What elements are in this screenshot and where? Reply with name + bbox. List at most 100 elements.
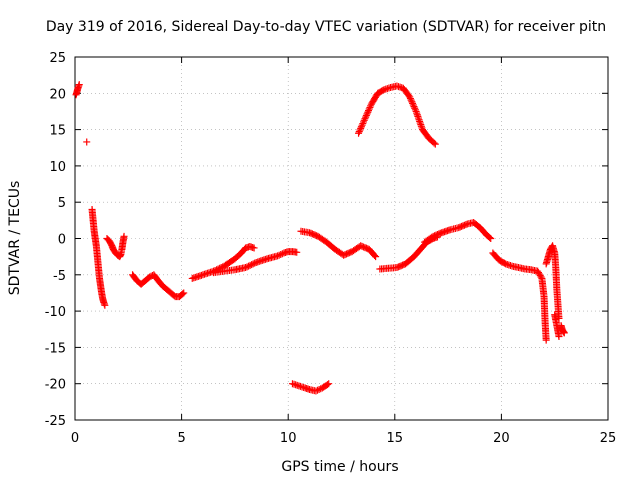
plot-frame [74,56,609,421]
data-point [355,129,363,137]
data-point [275,251,283,259]
data-point [360,118,368,126]
data-point [410,103,418,111]
data-point [242,264,250,272]
series-seg15 [551,311,563,341]
data-point [83,138,91,146]
data-point [314,386,322,394]
data-point [560,329,568,337]
data-point [409,99,417,107]
data-points [72,81,568,395]
series-seg4 [103,232,128,261]
series-seg7 [210,248,301,277]
series-seg16 [557,322,568,337]
data-point [278,250,286,258]
data-point [101,301,109,309]
y-tick-label: -20 [45,378,66,393]
data-point [277,250,285,258]
series-seg10 [355,82,439,148]
data-point [246,261,254,269]
data-point [431,140,439,148]
grid [75,57,608,420]
data-point [274,252,282,260]
data-point [407,96,415,104]
y-tick-label: 25 [49,51,66,66]
data-point [462,221,470,229]
data-point [537,273,545,281]
series-seg12 [421,219,495,246]
series-seg5 [129,271,188,301]
data-point [371,251,379,259]
data-point [367,102,375,110]
data-point [251,259,259,267]
x-tick-label: 0 [71,431,79,446]
data-point [364,108,372,116]
data-point [315,386,323,394]
data-point [245,262,253,270]
series-seg13 [489,249,550,344]
y-tick-label: 0 [58,233,66,248]
x-tick-label: 5 [177,431,185,446]
axis-ticks: 0 5 10 15 20 25 -25 -20 -15 -10 -5 0 5 10 15 20 25 [45,51,617,446]
series-seg1 [72,81,83,99]
data-point [362,113,370,121]
data-point [430,139,438,147]
series-seg3 [88,205,109,309]
data-point [542,336,550,344]
data-point [363,110,371,118]
data-point [365,105,373,113]
data-point [179,290,187,298]
y-tick-label: -5 [53,269,66,284]
series-seg6 [188,242,258,282]
y-tick-label: 10 [49,160,66,175]
data-point [325,380,333,388]
data-point [355,128,363,136]
data-point [409,101,417,109]
data-point [249,260,257,268]
data-point [75,81,83,89]
data-point [411,104,419,112]
data-point [360,116,368,124]
data-point [358,121,366,129]
data-point [555,333,563,341]
y-tick-label: -15 [45,341,66,356]
data-point [356,126,364,134]
series-seg8 [288,380,333,395]
data-point [486,234,494,242]
data-point [293,248,301,256]
x-tick-label: 25 [600,431,617,446]
data-point [312,387,320,395]
data-point [361,115,369,123]
data-point [487,235,495,242]
data-point [408,98,416,106]
data-point [357,124,365,132]
data-point [366,103,374,111]
data-point [411,106,419,114]
data-point [120,232,128,240]
y-tick-label: 15 [49,124,66,139]
y-axis-label: SDTVAR / TECUs [7,181,23,296]
data-point [180,289,188,297]
data-point [248,261,256,269]
x-tick-label: 10 [280,431,297,446]
y-tick-label: -10 [45,305,66,320]
series-seg2 [83,138,91,146]
data-point [243,263,251,271]
data-point [365,107,373,115]
data-point [372,253,380,261]
data-point [362,111,370,119]
x-tick-label: 20 [493,431,510,446]
data-point [406,93,414,101]
series-seg9 [297,227,380,261]
data-point [250,244,258,252]
data-point [357,123,365,131]
x-axis-label: GPS time / hours [281,459,398,475]
data-point [406,95,414,103]
x-tick-label: 15 [387,431,404,446]
y-tick-label: 5 [58,196,66,211]
chart-title: Day 319 of 2016, Sidereal Day-to-day VTE… [46,19,606,35]
y-tick-label: -25 [45,414,66,429]
data-point [359,120,367,128]
y-tick-label: 20 [49,87,66,102]
